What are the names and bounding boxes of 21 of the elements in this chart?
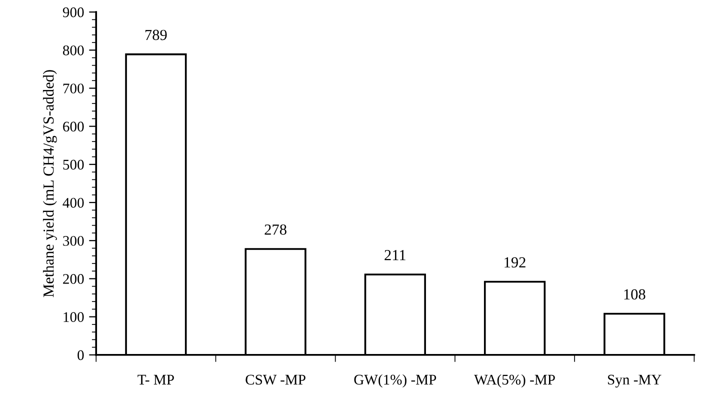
y-tick-label: 400 [62,198,84,208]
data-label: 192 [504,257,526,268]
x-tick-label: T- MP [138,374,174,384]
y-tick-label: 800 [62,45,84,56]
y-tick-label: 200 [63,274,84,284]
data-label: 278 [264,224,286,235]
y-tick-label: 900 [62,7,84,18]
data-label: 108 [624,289,646,300]
y-tick-label: 500 [63,160,84,170]
y-tick-label: 600 [63,122,84,132]
x-tick-label: WA(5%) -MP [474,374,555,388]
y-tick-label: 300 [63,236,84,246]
y-tick-label: 100 [64,312,84,322]
x-tick-label: CSW -MP [246,374,306,385]
data-label: 211 [384,250,406,260]
y-tick-label: 0 [78,350,84,360]
x-tick-label: Syn -MY [608,374,662,388]
data-label: 789 [145,30,167,40]
y-tick-label: 700 [63,84,84,94]
y-axis-title: Methane yield (mL CH4/gVS-added) [42,70,57,298]
x-tick-label: GW(1%) -MP [354,374,436,388]
